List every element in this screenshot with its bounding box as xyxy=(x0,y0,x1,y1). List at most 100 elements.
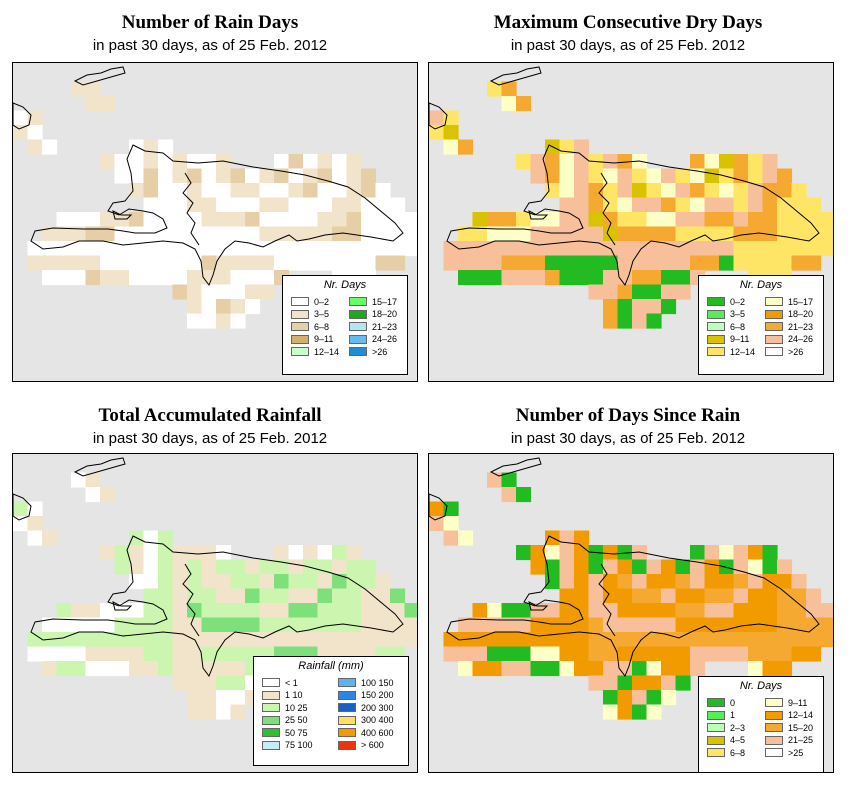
grid-cell xyxy=(216,212,232,228)
grid-cell xyxy=(458,255,474,271)
grid-cell xyxy=(748,646,764,662)
grid-cell xyxy=(230,617,246,633)
grid-cell xyxy=(516,270,532,286)
grid-cell xyxy=(545,574,561,590)
grid-cell xyxy=(303,197,319,213)
grid-cell xyxy=(129,632,145,648)
grid-cell xyxy=(777,197,793,213)
grid-cell xyxy=(100,632,116,648)
grid-cell xyxy=(56,241,72,257)
grid-cell xyxy=(791,241,807,257)
grid-cell xyxy=(172,284,188,300)
grid-cell xyxy=(230,284,246,300)
grid-cell xyxy=(487,646,503,662)
grid-cell xyxy=(85,270,101,286)
legend-swatch xyxy=(765,698,783,707)
grid-cell xyxy=(762,241,778,257)
grid-cell xyxy=(603,661,619,677)
grid-cell xyxy=(574,183,590,199)
grid-cell xyxy=(574,168,590,184)
grid-cell xyxy=(129,574,145,590)
grid-cell xyxy=(216,168,232,184)
legend-entry: < 1 xyxy=(262,677,298,688)
grid-cell xyxy=(85,472,101,488)
grid-cell xyxy=(71,81,87,97)
legend-title: Nr. Days xyxy=(739,279,783,291)
grid-cell xyxy=(361,632,377,648)
grid-cell xyxy=(443,501,459,517)
grid-cell xyxy=(748,545,764,561)
grid-cell xyxy=(704,154,720,170)
grid-cell xyxy=(201,212,217,228)
grid-cell xyxy=(230,299,246,315)
grid-cell xyxy=(632,255,648,271)
grid-cell xyxy=(71,472,87,488)
country-border xyxy=(182,172,200,246)
grid-cell xyxy=(361,241,377,257)
grid-cell xyxy=(100,154,116,170)
grid-cell xyxy=(762,154,778,170)
legend-label: 24–26 xyxy=(372,334,398,344)
grid-cell xyxy=(704,241,720,257)
grid-cell xyxy=(390,632,406,648)
grid-cell xyxy=(274,212,290,228)
legend-swatch xyxy=(262,728,280,737)
legend-swatch xyxy=(291,297,309,306)
grid-cell xyxy=(690,183,706,199)
grid-cell xyxy=(158,559,174,575)
grid-cell xyxy=(71,255,87,271)
grid-cell xyxy=(748,574,764,590)
grid-cell xyxy=(675,183,691,199)
legend-swatch xyxy=(338,678,356,687)
grid-cell xyxy=(201,646,217,662)
legend-label: 9–11 xyxy=(314,334,334,344)
legend-label: 9–11 xyxy=(730,334,750,344)
grid-cell xyxy=(530,255,546,271)
grid-cell xyxy=(114,270,130,286)
grid-cell xyxy=(501,603,517,619)
grid-cell xyxy=(158,270,174,286)
legend-entry: >25 xyxy=(765,747,803,758)
grid-cell xyxy=(216,197,232,213)
grid-cell xyxy=(187,255,203,271)
grid-cell xyxy=(274,183,290,199)
grid-cell xyxy=(530,212,546,228)
grid-cell xyxy=(675,574,691,590)
legend-label: 150 200 xyxy=(361,690,394,700)
bay-outline xyxy=(112,210,133,220)
grid-cell xyxy=(516,661,532,677)
grid-cell xyxy=(719,212,735,228)
grid-cell xyxy=(158,255,174,271)
legend-swatch xyxy=(707,322,725,331)
grid-cell xyxy=(545,632,561,648)
grid-cell xyxy=(71,241,87,257)
grid-cell xyxy=(13,110,29,126)
grid-cell xyxy=(158,154,174,170)
grid-cell xyxy=(661,255,677,271)
grid-cell xyxy=(158,197,174,213)
legend-swatch xyxy=(338,715,356,725)
legend-entry: 150 200 xyxy=(338,690,394,701)
grid-cell xyxy=(216,617,232,633)
grid-cell xyxy=(690,241,706,257)
grid-cell xyxy=(646,270,662,286)
legend-entry: 3–5 xyxy=(707,309,745,320)
legend-entry: 21–23 xyxy=(349,321,397,332)
legend-swatch xyxy=(765,748,783,757)
grid-cell xyxy=(404,603,417,619)
grid-cell xyxy=(346,545,362,561)
grid-cell xyxy=(201,168,217,184)
grid-cell xyxy=(733,212,749,228)
grid-cell xyxy=(516,632,532,648)
grid-cell xyxy=(201,313,217,329)
grid-cell xyxy=(719,574,735,590)
grid-cell xyxy=(259,168,275,184)
grid-cell xyxy=(129,545,145,561)
grid-cell xyxy=(404,632,417,648)
grid-cell xyxy=(85,241,101,257)
grid-cell xyxy=(661,675,677,691)
grid-cell xyxy=(559,212,575,228)
grid-cell xyxy=(129,226,145,242)
grid-cell xyxy=(375,588,391,604)
legend-label: 3–5 xyxy=(730,309,746,319)
